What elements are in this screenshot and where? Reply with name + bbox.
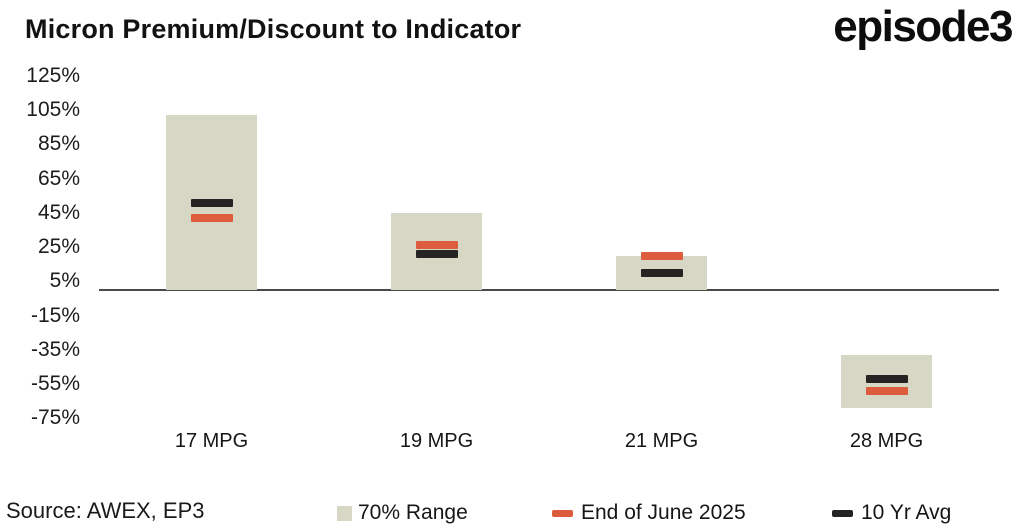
ten-yr-avg-marker	[865, 375, 908, 384]
y-axis-tick-label: 85%	[37, 132, 80, 156]
y-axis-tick-label: 125%	[26, 64, 80, 87]
ten-yr-avg-marker	[640, 268, 683, 277]
y-axis-tick-label: -35%	[30, 337, 80, 361]
y-axis-tick-label: 5%	[49, 269, 80, 293]
legend-item-end-of-june: End of June 2025	[552, 501, 746, 525]
x-axis-category-label: 28 MPG	[849, 430, 924, 452]
legend-label: End of June 2025	[581, 501, 746, 524]
y-axis-tick-label: 105%	[26, 98, 80, 122]
end-of-june-dash-icon	[552, 509, 573, 517]
range-swatch-icon	[337, 505, 352, 521]
x-axis-line	[99, 289, 999, 291]
y-axis-tick-label: -75%	[30, 406, 80, 430]
y-axis-tick-label: 65%	[37, 166, 80, 190]
x-axis-category-label: 21 MPG	[624, 430, 699, 452]
y-axis-tick-label: -55%	[30, 372, 80, 396]
source-note: Source: AWEX, EP3	[6, 498, 205, 523]
ten-yr-avg-dash-icon	[832, 509, 853, 517]
y-axis-tick-label: 45%	[37, 200, 80, 224]
y-axis-tick-label: 25%	[37, 235, 80, 259]
x-axis-category-label: 19 MPG	[399, 430, 474, 452]
episode3-logo: episode3	[833, 2, 1013, 51]
ten-yr-avg-marker	[415, 250, 458, 259]
chart-title: Micron Premium/Discount to Indicator	[25, 14, 522, 44]
end-of-june-marker	[865, 387, 908, 395]
end-of-june-marker	[640, 251, 683, 260]
legend-item-10yr-avg: 10 Yr Avg	[832, 501, 951, 525]
x-axis-category-label: 17 MPG	[174, 430, 249, 452]
legend-label: 70% Range	[358, 501, 468, 524]
end-of-june-marker	[190, 214, 233, 223]
legend-label: 10 Yr Avg	[861, 501, 952, 524]
legend-item-range: 70% Range	[337, 501, 468, 525]
end-of-june-marker	[415, 241, 458, 250]
ten-yr-avg-marker	[190, 198, 233, 207]
y-axis-tick-label: -15%	[30, 303, 80, 327]
